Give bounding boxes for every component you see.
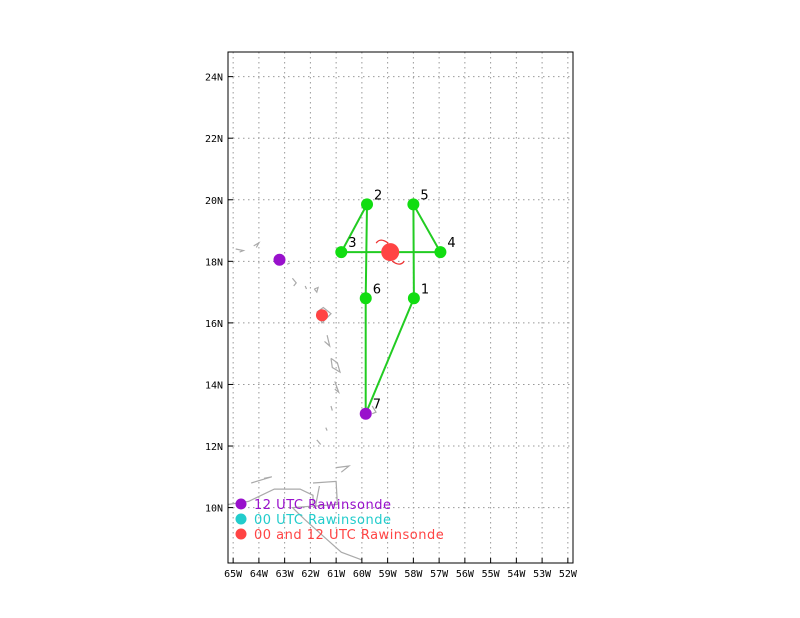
legend-swatch-12 [235, 498, 247, 510]
island-outline [330, 357, 341, 374]
island-outline [316, 439, 322, 445]
flight-point-6 [359, 292, 372, 305]
island-outline [313, 286, 320, 294]
lon-tick-label: 55W [482, 569, 501, 580]
lon-tick-label: 56W [456, 569, 475, 580]
lon-tick-label: 53W [533, 569, 552, 580]
lat-tick-label: 12N [205, 442, 223, 453]
rawinsonde-station-12 [273, 253, 286, 266]
lon-tick-label: 58W [404, 569, 423, 580]
legend-label-00: 00 UTC Rawinsonde [254, 513, 392, 528]
island-outline [291, 277, 297, 287]
tropical-storm-icon-tail [391, 260, 405, 265]
island-outline [312, 480, 339, 507]
legend-label-12: 12 UTC Rawinsonde [254, 498, 392, 513]
rawinsonde-station-12 [359, 407, 372, 420]
island-outline [336, 465, 352, 473]
rawinsonde-station-00_12 [315, 309, 328, 322]
flight-point-label-1: 1 [421, 282, 429, 297]
island-outline [304, 285, 308, 290]
flight-point-3 [335, 246, 348, 259]
lat-lon-grid [228, 52, 573, 563]
map-frame [227, 51, 574, 564]
island-outline [286, 262, 291, 265]
island-outline [334, 381, 340, 394]
island-outline [325, 427, 328, 431]
storm-center-dot [381, 243, 400, 262]
axis-ticks: 24N 22N 20N 18N 16N 14N 12N 10N 65W 64W 63W 62W 61W 6… [205, 73, 578, 580]
lat-tick-label: 18N [205, 257, 223, 268]
flight-point-1 [407, 292, 420, 305]
flight-point-5 [407, 198, 420, 211]
lon-tick-label: 65W [224, 569, 243, 580]
lon-tick-label: 54W [507, 569, 526, 580]
lat-tick-label: 24N [205, 73, 223, 84]
legend-swatch-00_12 [235, 528, 247, 540]
island-outline [253, 241, 261, 248]
flight-point-label-6: 6 [373, 282, 381, 297]
flight-point-label-5: 5 [420, 188, 428, 203]
lon-tick-label: 60W [353, 569, 372, 580]
point-labels: 1 2 3 4 5 6 7 [348, 188, 455, 412]
legend-swatch-00 [235, 513, 247, 525]
lat-tick-label: 14N [205, 380, 223, 391]
island-outline [371, 405, 377, 415]
flight-point-4 [434, 246, 447, 259]
flight-point-label-3: 3 [348, 236, 356, 251]
island-outline [324, 335, 331, 348]
island-outline [330, 405, 333, 411]
lat-tick-label: 22N [205, 134, 223, 145]
legend-label-00_12: 00 and 12 UTC Rawinsonde [254, 528, 444, 543]
rawinsonde-stations [273, 253, 372, 420]
lon-tick-label: 64W [250, 569, 269, 580]
island-outline [227, 488, 363, 561]
flight-point-label-2: 2 [374, 188, 382, 203]
flight-point-label-7: 7 [373, 398, 381, 413]
flight-points [335, 198, 447, 305]
storm-center [375, 239, 405, 265]
lon-tick-label: 63W [276, 569, 295, 580]
lat-tick-label: 16N [205, 319, 223, 330]
tropical-storm-icon [375, 239, 389, 244]
lon-tick-label: 62W [301, 569, 320, 580]
island-outline [235, 248, 246, 253]
lon-tick-label: 52W [559, 569, 578, 580]
lon-tick-label: 59W [379, 569, 398, 580]
lon-tick-label: 57W [430, 569, 449, 580]
lat-tick-label: 20N [205, 196, 223, 207]
lat-tick-label: 10N [205, 504, 223, 515]
lon-tick-label: 61W [327, 569, 346, 580]
flight-point-label-4: 4 [447, 236, 455, 251]
flight-point-2 [361, 198, 374, 211]
island-outline [251, 476, 272, 484]
